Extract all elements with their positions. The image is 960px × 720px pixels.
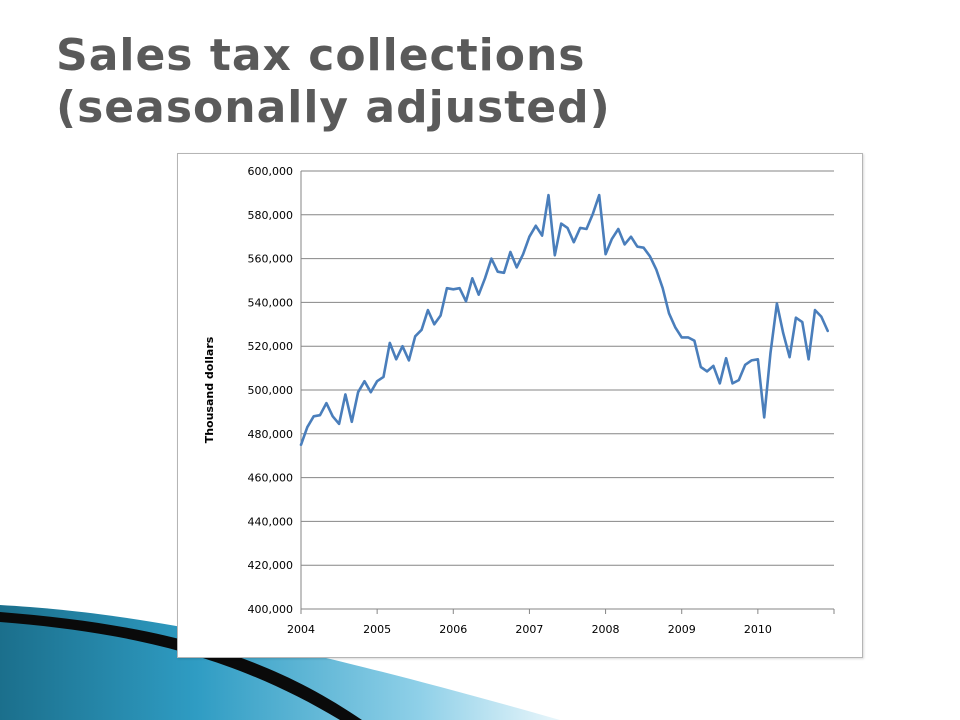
y-tick-label: 440,000 [248, 515, 294, 528]
series-line [299, 193, 829, 447]
slide-title: Sales tax collections (seasonally adjust… [56, 30, 611, 134]
y-tick-label: 500,000 [248, 384, 294, 397]
slide-title-line-1: Sales tax collections [56, 30, 586, 81]
y-tick-label: 540,000 [248, 296, 294, 309]
y-tick-label: 420,000 [248, 559, 294, 572]
line-chart: 400,000 420,000 440,000 460,000 480,000 500,0… [203, 165, 835, 636]
y-tick-labels: 400,000 420,000 440,000 460,000 480,000 500,0… [248, 165, 294, 616]
axes [300, 171, 835, 614]
x-tick-label: 2005 [363, 623, 391, 636]
x-tick-label: 2010 [744, 623, 772, 636]
y-tick-label: 600,000 [248, 165, 294, 178]
y-tick-label: 520,000 [248, 340, 294, 353]
x-tick-label: 2009 [668, 623, 696, 636]
x-tick-label: 2007 [515, 623, 543, 636]
chart-frame: 400,000 420,000 440,000 460,000 480,000 500,0… [177, 153, 863, 658]
x-tick-label: 2004 [287, 623, 315, 636]
y-tick-label: 560,000 [248, 253, 294, 266]
x-tick-labels: 2004 2005 2006 2007 2008 2009 2010 [287, 623, 772, 636]
y-tick-label: 460,000 [248, 472, 294, 485]
y-tick-label: 480,000 [248, 428, 294, 441]
y-axis-label: Thousand dollars [203, 336, 216, 443]
x-tick-label: 2008 [592, 623, 620, 636]
y-tick-label: 400,000 [248, 603, 294, 616]
slide-title-line-2: (seasonally adjusted) [56, 82, 611, 133]
gridlines [301, 170, 834, 610]
y-tick-label: 580,000 [248, 209, 294, 222]
x-tick-label: 2006 [439, 623, 467, 636]
